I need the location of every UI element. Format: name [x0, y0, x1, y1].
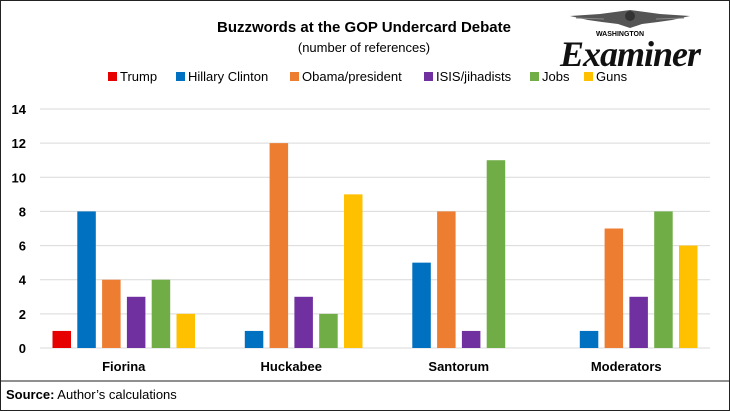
source-text: Author’s calculations [54, 387, 177, 402]
x-tick-label-huckabee: Huckabee [261, 359, 322, 374]
bar-santorum-obama-president [437, 211, 456, 348]
bar-fiorina-obama-president [102, 279, 121, 348]
bar-huckabee-isis-jihadists [294, 296, 313, 348]
legend-swatch-2 [290, 72, 299, 81]
legend: Trump Hillary Clinton Obama/president ISIS/… [108, 69, 628, 84]
bar-santorum-jobs [486, 160, 506, 348]
bar-fiorina-jobs [151, 279, 171, 348]
y-axis: 0 2 4 6 8 10 12 14 [12, 102, 27, 356]
bar-huckabee-obama-president [269, 143, 289, 348]
chart-title: Buzzwords at the GOP Undercard Debate [217, 19, 511, 36]
y-tick-label-2: 2 [19, 307, 26, 322]
legend-swatch-5 [584, 72, 593, 81]
legend-swatch-4 [530, 72, 539, 81]
source-label: Source: [6, 387, 54, 402]
bar-moderators-hillary-clinton [579, 330, 599, 348]
bar-huckabee-hillary-clinton [244, 330, 264, 348]
bar-fiorina-trump [52, 330, 71, 348]
y-tick-label-0: 0 [19, 341, 26, 356]
legend-label-3: ISIS/jihadists [436, 69, 512, 84]
bar-huckabee-guns [344, 194, 363, 348]
bar-santorum-isis-jihadists [461, 330, 481, 348]
legend-label-0: Trump [120, 69, 157, 84]
y-tick-label-14: 14 [12, 102, 27, 117]
bar-fiorina-guns [176, 313, 195, 348]
legend-label-1: Hillary Clinton [188, 69, 268, 84]
eagle-icon [570, 10, 690, 28]
y-tick-label-6: 6 [19, 239, 26, 254]
legend-label-5: Guns [596, 69, 628, 84]
bars [52, 143, 698, 348]
bar-santorum-hillary-clinton [412, 262, 431, 348]
bar-moderators-isis-jihadists [629, 296, 648, 348]
x-tick-label-santorum: Santorum [428, 359, 489, 374]
bar-moderators-jobs [654, 211, 673, 348]
x-tick-label-fiorina: Fiorina [102, 359, 146, 374]
y-tick-label-8: 8 [19, 204, 26, 219]
bar-moderators-guns [679, 245, 698, 348]
legend-swatch-1 [176, 72, 185, 81]
gridlines [40, 108, 710, 349]
logo-name-text: Examiner [559, 34, 702, 74]
chart-subtitle: (number of references) [298, 40, 430, 55]
y-tick-label-12: 12 [12, 136, 26, 151]
bar-moderators-obama-president [604, 228, 624, 348]
x-tick-label-moderators: Moderators [591, 359, 662, 374]
legend-swatch-3 [424, 72, 433, 81]
legend-swatch-0 [108, 72, 117, 81]
source-note: Source: Author’s calculations [6, 387, 177, 402]
examiner-logo: WASHINGTON Examiner [559, 10, 703, 74]
y-tick-label-10: 10 [12, 170, 26, 185]
legend-label-2: Obama/president [302, 69, 402, 84]
bar-huckabee-jobs [319, 313, 338, 348]
legend-label-4: Jobs [542, 69, 570, 84]
bar-fiorina-hillary-clinton [77, 211, 96, 348]
x-axis: Fiorina Huckabee Santorum Moderators [102, 359, 662, 374]
y-tick-label-4: 4 [19, 273, 27, 288]
logo-top-text: WASHINGTON [596, 31, 644, 38]
bar-fiorina-isis-jihadists [126, 296, 146, 348]
